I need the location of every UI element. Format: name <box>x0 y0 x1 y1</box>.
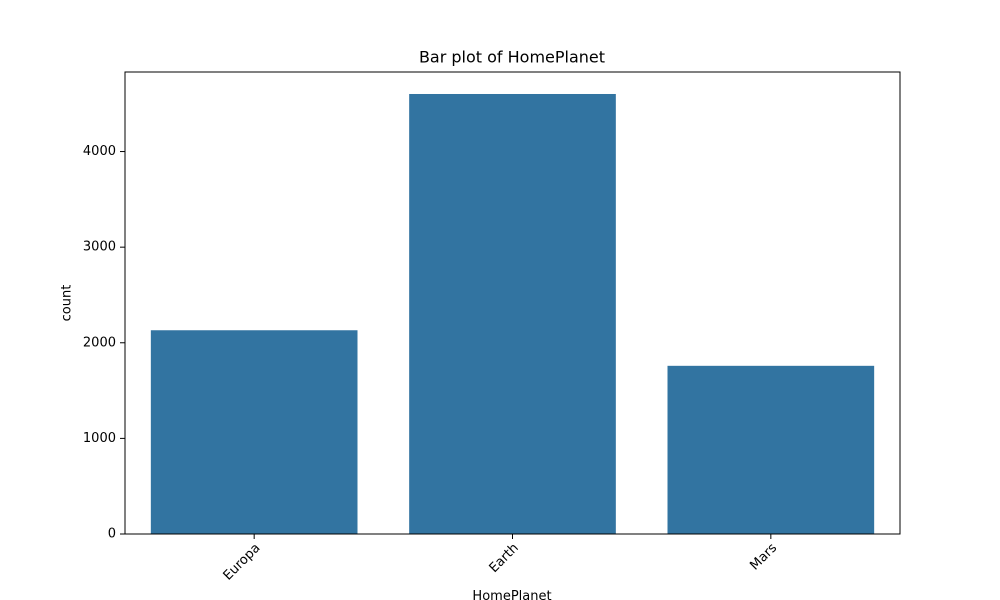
bar <box>150 330 358 534</box>
y-tick-label: 4000 <box>83 144 116 159</box>
x-tick-label: Earth <box>487 541 522 576</box>
x-axis-label: HomePlanet <box>472 589 551 600</box>
y-tick-label: 0 <box>108 527 116 542</box>
y-tick-label: 1000 <box>83 431 116 446</box>
x-tick-label: Mars <box>747 541 780 574</box>
x-tick-label: Europa <box>221 541 264 584</box>
bar <box>667 365 875 534</box>
plot-frame <box>124 71 901 535</box>
y-tick-label: 3000 <box>83 240 116 255</box>
y-tick-label: 2000 <box>83 335 116 350</box>
chart-title: Bar plot of HomePlanet <box>419 48 605 67</box>
y-axis-label: count <box>60 285 75 322</box>
bar <box>409 93 616 534</box>
